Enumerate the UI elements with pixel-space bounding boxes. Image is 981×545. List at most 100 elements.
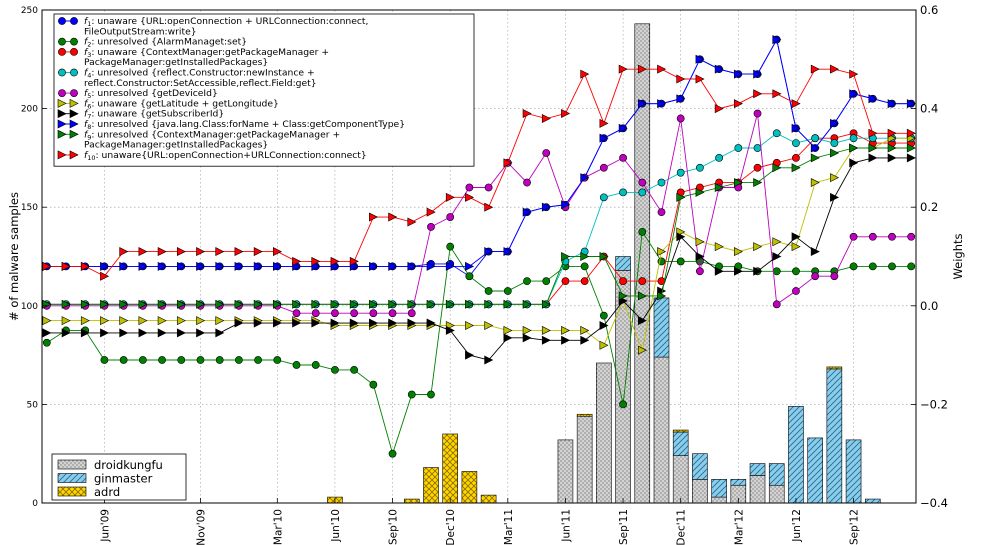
point-f5 xyxy=(427,223,435,231)
point-f6 xyxy=(753,242,763,252)
point-f9 xyxy=(503,299,513,309)
point-f9 xyxy=(753,178,763,188)
x-tick-label: Nov'09 xyxy=(195,509,207,545)
point-f6 xyxy=(157,316,167,326)
point-f9 xyxy=(273,299,282,309)
point-f8 xyxy=(791,123,801,133)
point-f7 xyxy=(887,153,897,163)
y-tick-label: 50 xyxy=(27,400,39,410)
point-f4 xyxy=(676,168,685,177)
point-f10 xyxy=(830,64,840,74)
point-f7 xyxy=(253,318,263,328)
point-f7 xyxy=(388,318,398,328)
bar-ginmaster xyxy=(768,463,785,486)
legend-marker-f1 xyxy=(70,17,78,25)
point-f10 xyxy=(157,247,167,257)
point-f9 xyxy=(791,163,801,173)
point-f7 xyxy=(503,333,513,343)
point-f7 xyxy=(234,318,244,328)
point-f8 xyxy=(580,173,590,183)
point-f6 xyxy=(484,321,494,331)
point-f8 xyxy=(196,261,206,271)
point-f7 xyxy=(407,318,417,328)
point-f7 xyxy=(772,252,782,261)
point-f7 xyxy=(273,318,282,328)
x-tick-label: Jun'12 xyxy=(791,509,803,543)
point-f2 xyxy=(369,380,378,389)
point-f10 xyxy=(215,247,225,257)
series-line-f10 xyxy=(46,68,912,277)
point-f10 xyxy=(273,247,282,257)
point-f8 xyxy=(369,261,379,271)
point-f9 xyxy=(234,299,244,309)
point-f9 xyxy=(849,143,859,153)
point-f9 xyxy=(676,192,686,202)
y2-tick-label: 0.2 xyxy=(920,200,938,214)
point-f10 xyxy=(369,212,379,222)
bar-ginmaster xyxy=(826,368,843,504)
point-f2 xyxy=(407,390,416,399)
point-f9 xyxy=(407,299,417,309)
point-f10 xyxy=(465,192,475,202)
point-f7 xyxy=(311,318,321,328)
point-f9 xyxy=(176,299,186,309)
point-f7 xyxy=(176,328,186,338)
point-f8 xyxy=(388,261,398,271)
point-f6 xyxy=(61,316,71,326)
point-f6 xyxy=(100,316,110,326)
point-f10 xyxy=(714,104,724,114)
point-f8 xyxy=(868,94,878,104)
point-f4 xyxy=(715,153,724,162)
point-f2 xyxy=(100,356,109,364)
point-f9 xyxy=(100,299,110,309)
point-f5 xyxy=(811,272,820,281)
point-f10 xyxy=(100,271,110,281)
point-f2 xyxy=(792,267,800,276)
point-f6 xyxy=(791,242,801,252)
point-f2 xyxy=(427,390,435,399)
point-f2 xyxy=(484,287,493,295)
bar-adrd xyxy=(423,467,439,504)
point-f7 xyxy=(714,266,724,276)
point-f8 xyxy=(830,118,840,128)
point-f8 xyxy=(906,99,916,109)
point-f6 xyxy=(599,340,609,350)
point-f6 xyxy=(541,325,551,335)
point-f5 xyxy=(542,149,551,157)
plot-frame xyxy=(41,9,917,504)
point-f2 xyxy=(292,361,301,369)
legend-label-f4: f4: unresolved {reflect.Constructor:newI… xyxy=(84,68,315,80)
point-f7 xyxy=(484,355,494,365)
point-f9 xyxy=(714,182,724,192)
point-f2 xyxy=(542,277,551,286)
bar-droidkungfu xyxy=(615,270,631,504)
point-f5 xyxy=(657,208,666,217)
bar-droidkungfu xyxy=(557,439,574,504)
point-f7 xyxy=(292,318,302,328)
y2-axis-label: Weights xyxy=(951,233,965,279)
point-f9 xyxy=(541,299,551,309)
point-f10 xyxy=(196,247,206,257)
legend-label-f9: f9: unresolved {ContextManager:getPackag… xyxy=(84,129,340,141)
point-f4 xyxy=(753,144,762,152)
legend-label-f1: FileOutputStream:write} xyxy=(84,26,197,37)
point-f2 xyxy=(311,361,320,369)
point-f10 xyxy=(887,128,897,138)
series-line-f6 xyxy=(46,137,912,352)
lines-layer xyxy=(42,35,916,458)
point-f10 xyxy=(311,256,321,266)
point-f5 xyxy=(446,213,455,221)
bar-adrd xyxy=(480,494,497,504)
point-f6 xyxy=(138,316,148,326)
point-f5 xyxy=(792,287,800,295)
bar-ginmaster xyxy=(864,498,881,504)
point-f8 xyxy=(695,54,705,64)
point-f10 xyxy=(637,64,647,74)
point-f2 xyxy=(772,267,781,276)
point-f6 xyxy=(810,178,820,188)
point-f9 xyxy=(42,299,52,309)
legend-marker-f9 xyxy=(57,129,67,139)
point-f2 xyxy=(907,262,916,271)
point-f6 xyxy=(196,316,206,326)
